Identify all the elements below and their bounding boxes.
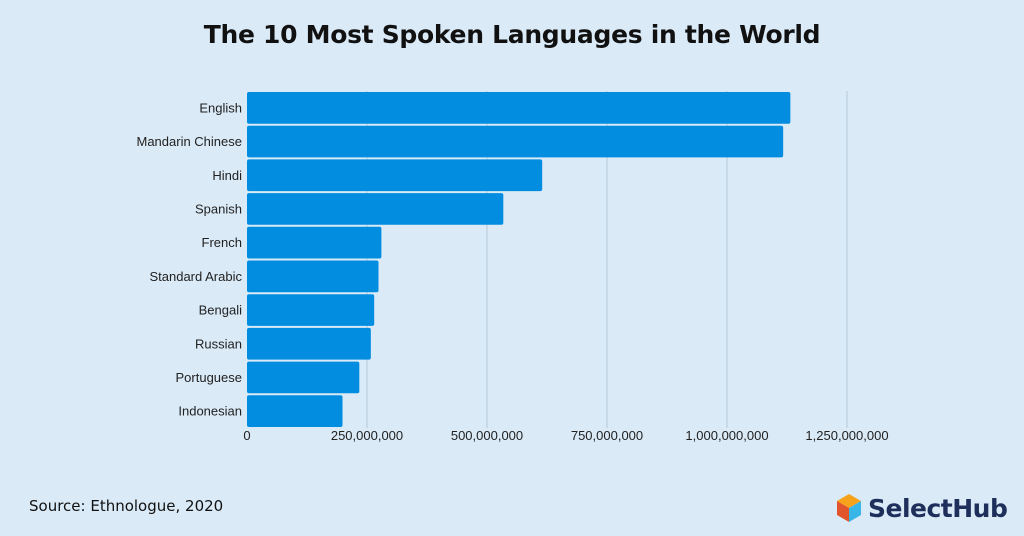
category-label: French: [202, 235, 242, 250]
bar-portuguese: [247, 361, 360, 394]
x-tick-label: 250,000,000: [331, 428, 403, 443]
cube-icon: [837, 494, 861, 522]
bar-russian: [247, 327, 371, 360]
category-label: Portuguese: [176, 370, 243, 385]
category-label: English: [199, 100, 242, 115]
bar-indonesian: [247, 395, 343, 427]
category-labels: English Mandarin Chinese Hindi Spanish Frenc…: [136, 100, 242, 418]
bars: [247, 92, 791, 427]
category-label: Standard Arabic: [149, 269, 242, 284]
x-tick-label: 1,000,000,000: [685, 428, 768, 443]
x-tick-label: 1,250,000,000: [805, 428, 888, 443]
category-label: Bengali: [199, 303, 242, 318]
source-note: Source: Ethnologue, 2020: [29, 497, 224, 515]
category-label: Spanish: [195, 201, 242, 216]
selecthub-logo: SelectHub: [836, 490, 1008, 526]
x-tick-label: 750,000,000: [571, 428, 643, 443]
logo-text: SelectHub: [868, 493, 1008, 523]
category-label: Indonesian: [178, 404, 242, 419]
category-label: Mandarin Chinese: [136, 134, 242, 149]
category-label: Hindi: [212, 168, 242, 183]
x-tick-label: 500,000,000: [451, 428, 523, 443]
category-label: Russian: [195, 336, 242, 351]
bar-spanish: [247, 193, 504, 225]
bar-standard-arabic: [247, 260, 379, 293]
bar-french: [247, 226, 382, 259]
x-tick-labels: 0 250,000,000 500,000,000 750,000,000 1,000,…: [243, 428, 888, 443]
x-tick-label: 0: [243, 428, 250, 443]
bar-mandarin-chinese: [247, 125, 784, 158]
bar-bengali: [247, 294, 375, 326]
bar-english: [247, 92, 791, 124]
chart-title: The 10 Most Spoken Languages in the Worl…: [203, 20, 821, 49]
bar-hindi: [247, 159, 543, 192]
